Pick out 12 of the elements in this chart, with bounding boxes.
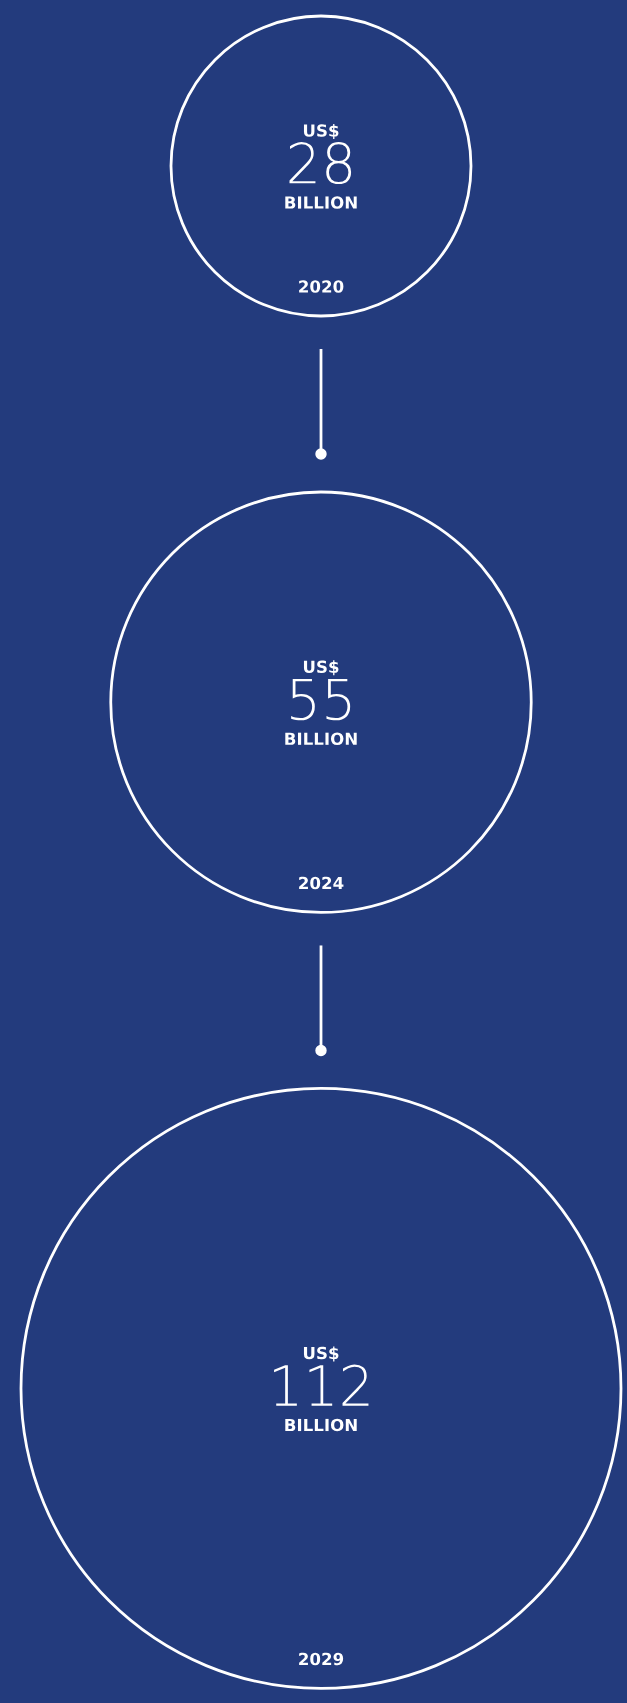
text: BILLION <box>285 1418 357 1432</box>
text: BILLION <box>285 196 357 209</box>
text: US$ <box>303 1346 339 1362</box>
data-label: 112 <box>274 1364 369 1406</box>
text: US$ <box>303 660 339 676</box>
text: US$ <box>303 123 339 140</box>
data-label: 55 <box>291 679 351 721</box>
text: BILLION <box>285 732 357 746</box>
data-label: 28 <box>289 142 352 185</box>
category-label: 2024 <box>299 876 344 890</box>
category-label: 2020 <box>299 280 344 293</box>
category-label: 2029 <box>299 1652 344 1666</box>
